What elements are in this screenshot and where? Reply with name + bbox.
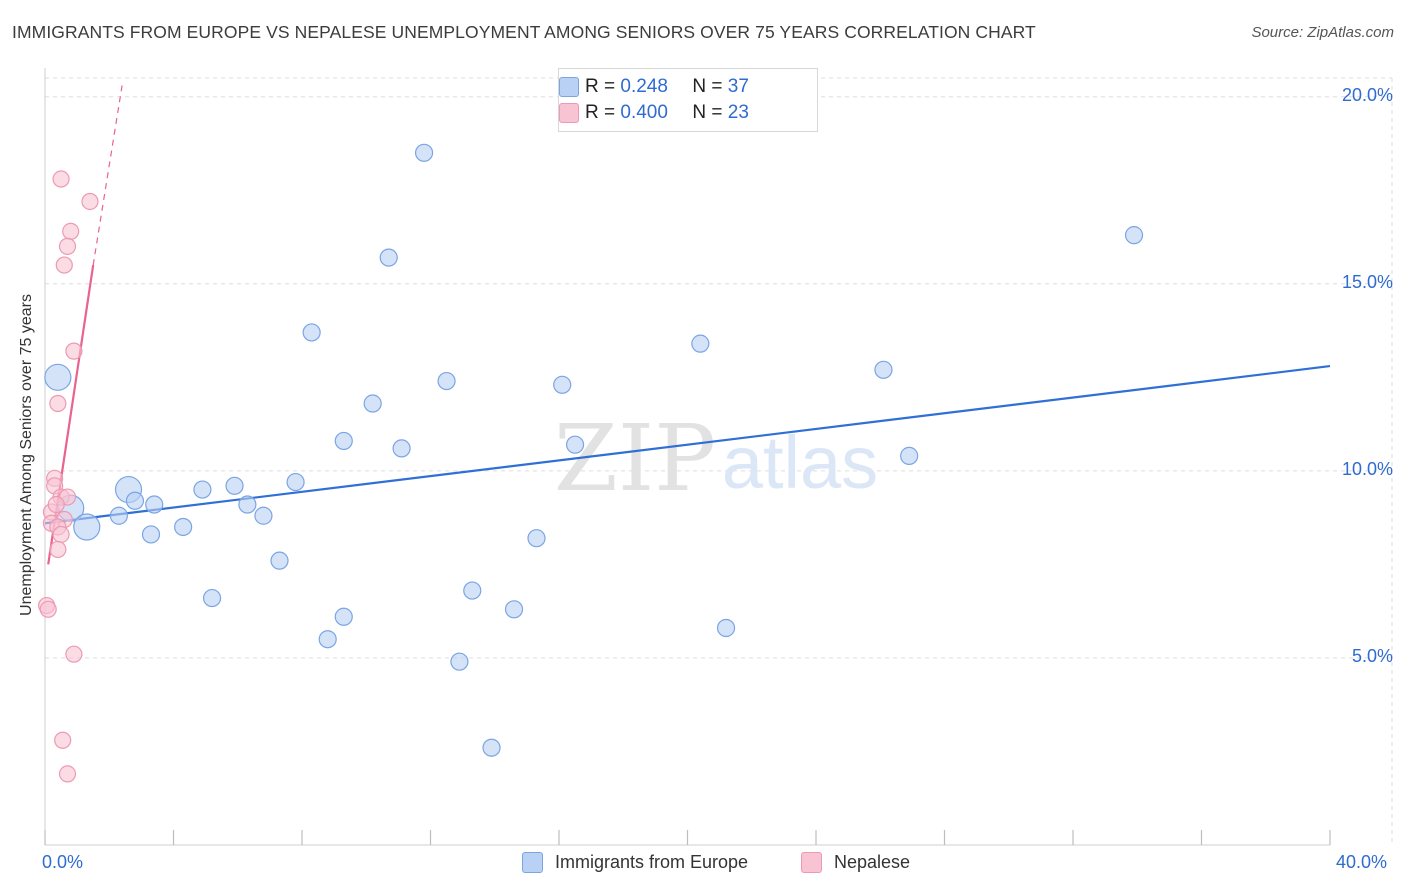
point-europe: [302, 323, 321, 342]
legend-r-value-europe: 0.248: [620, 76, 668, 97]
point-europe: [193, 480, 212, 499]
x-tick-label-min: 0.0%: [42, 852, 84, 872]
point-europe: [238, 495, 257, 514]
zipatlas-watermark: ZIP atlas: [554, 405, 878, 512]
trend-line-nepalese-extension: [92, 85, 123, 266]
legend-r-value-nepalese: 0.400: [620, 102, 668, 123]
legend-n-label: N =: [692, 76, 723, 97]
point-nepalese: [52, 170, 70, 188]
series-legend-nepalese[interactable]: Nepalese: [801, 852, 910, 873]
point-europe: [450, 652, 469, 671]
y-tick-label: 5.0%: [1351, 645, 1393, 666]
point-nepalese: [81, 192, 99, 211]
point-europe: [565, 435, 585, 454]
legend-n-value-europe: 37: [727, 76, 749, 97]
gridlines: [45, 77, 1393, 845]
point-europe: [363, 394, 382, 413]
point-europe: [437, 371, 456, 391]
point-europe: [225, 476, 244, 495]
legend-r-label: R =: [585, 76, 616, 97]
y-tick-label: 20.0%: [1341, 84, 1393, 105]
legend-n-label: N =: [692, 102, 723, 123]
point-nepalese: [65, 645, 83, 663]
legend-n-value-nepalese: 23: [727, 102, 749, 123]
series-legend-europe[interactable]: Immigrants from Europe: [522, 852, 748, 873]
point-europe: [900, 446, 919, 465]
series-swatch-nepalese: [801, 852, 822, 873]
point-europe: [202, 588, 222, 608]
point-nepalese: [65, 342, 83, 360]
point-nepalese: [49, 394, 67, 413]
point-europe: [334, 607, 353, 626]
point-nepalese: [58, 765, 77, 783]
point-europe: [44, 363, 72, 391]
legend-row-nepalese: R = 0.400 N = 23: [559, 100, 749, 126]
point-europe: [482, 738, 501, 757]
point-europe: [874, 360, 893, 379]
point-nepalese: [58, 237, 77, 255]
point-europe: [379, 248, 398, 267]
data-points: [38, 143, 1144, 783]
point-europe: [504, 600, 524, 619]
series-label-europe: Immigrants from Europe: [555, 852, 749, 872]
legend-r-label: R =: [585, 102, 616, 123]
watermark-atlas: atlas: [722, 421, 878, 504]
point-europe: [392, 439, 411, 458]
point-nepalese: [47, 495, 65, 514]
point-europe: [414, 143, 434, 162]
point-europe: [125, 491, 145, 510]
point-europe: [270, 551, 289, 570]
x-tick-label-max: 40.0%: [1336, 852, 1388, 872]
point-europe: [334, 431, 353, 451]
point-europe: [109, 506, 128, 525]
point-nepalese: [62, 222, 80, 240]
point-europe: [463, 581, 482, 600]
series-swatch-europe: [522, 852, 543, 873]
point-europe: [1124, 226, 1144, 245]
point-europe: [318, 630, 337, 649]
chart-title: IMMIGRANTS FROM EUROPE VS NEPALESE UNEMP…: [12, 22, 1036, 42]
legend-swatch-nepalese: [559, 103, 579, 123]
point-europe: [141, 525, 161, 544]
point-nepalese: [55, 256, 73, 274]
point-europe: [145, 495, 164, 514]
point-europe: [286, 472, 305, 492]
legend-swatch-europe: [559, 77, 579, 97]
point-europe: [527, 529, 546, 548]
point-europe: [691, 334, 710, 353]
point-europe: [553, 375, 572, 394]
point-nepalese: [39, 600, 57, 618]
point-nepalese: [52, 525, 70, 544]
y-tick-label: 15.0%: [1341, 271, 1393, 292]
point-europe: [716, 618, 736, 638]
source-credit: Source: ZipAtlas.com: [1251, 24, 1394, 41]
point-nepalese: [54, 731, 72, 749]
correlation-legend: R = 0.248 N = 37 R = 0.400 N = 23: [558, 68, 818, 132]
series-label-nepalese: Nepalese: [834, 852, 911, 872]
point-nepalese: [49, 540, 67, 559]
axes: [44, 68, 1331, 846]
point-europe: [254, 506, 273, 525]
legend-row-europe: R = 0.248 N = 37: [559, 74, 749, 100]
y-axis-label: Unemployment Among Seniors over 75 years: [18, 294, 35, 616]
trend-line-europe: [44, 365, 1331, 525]
y-tick-label: 10.0%: [1341, 458, 1393, 479]
series-legend: Immigrants from Europe Nepalese: [0, 852, 1406, 878]
point-europe: [174, 517, 193, 537]
point-europe: [73, 513, 101, 541]
